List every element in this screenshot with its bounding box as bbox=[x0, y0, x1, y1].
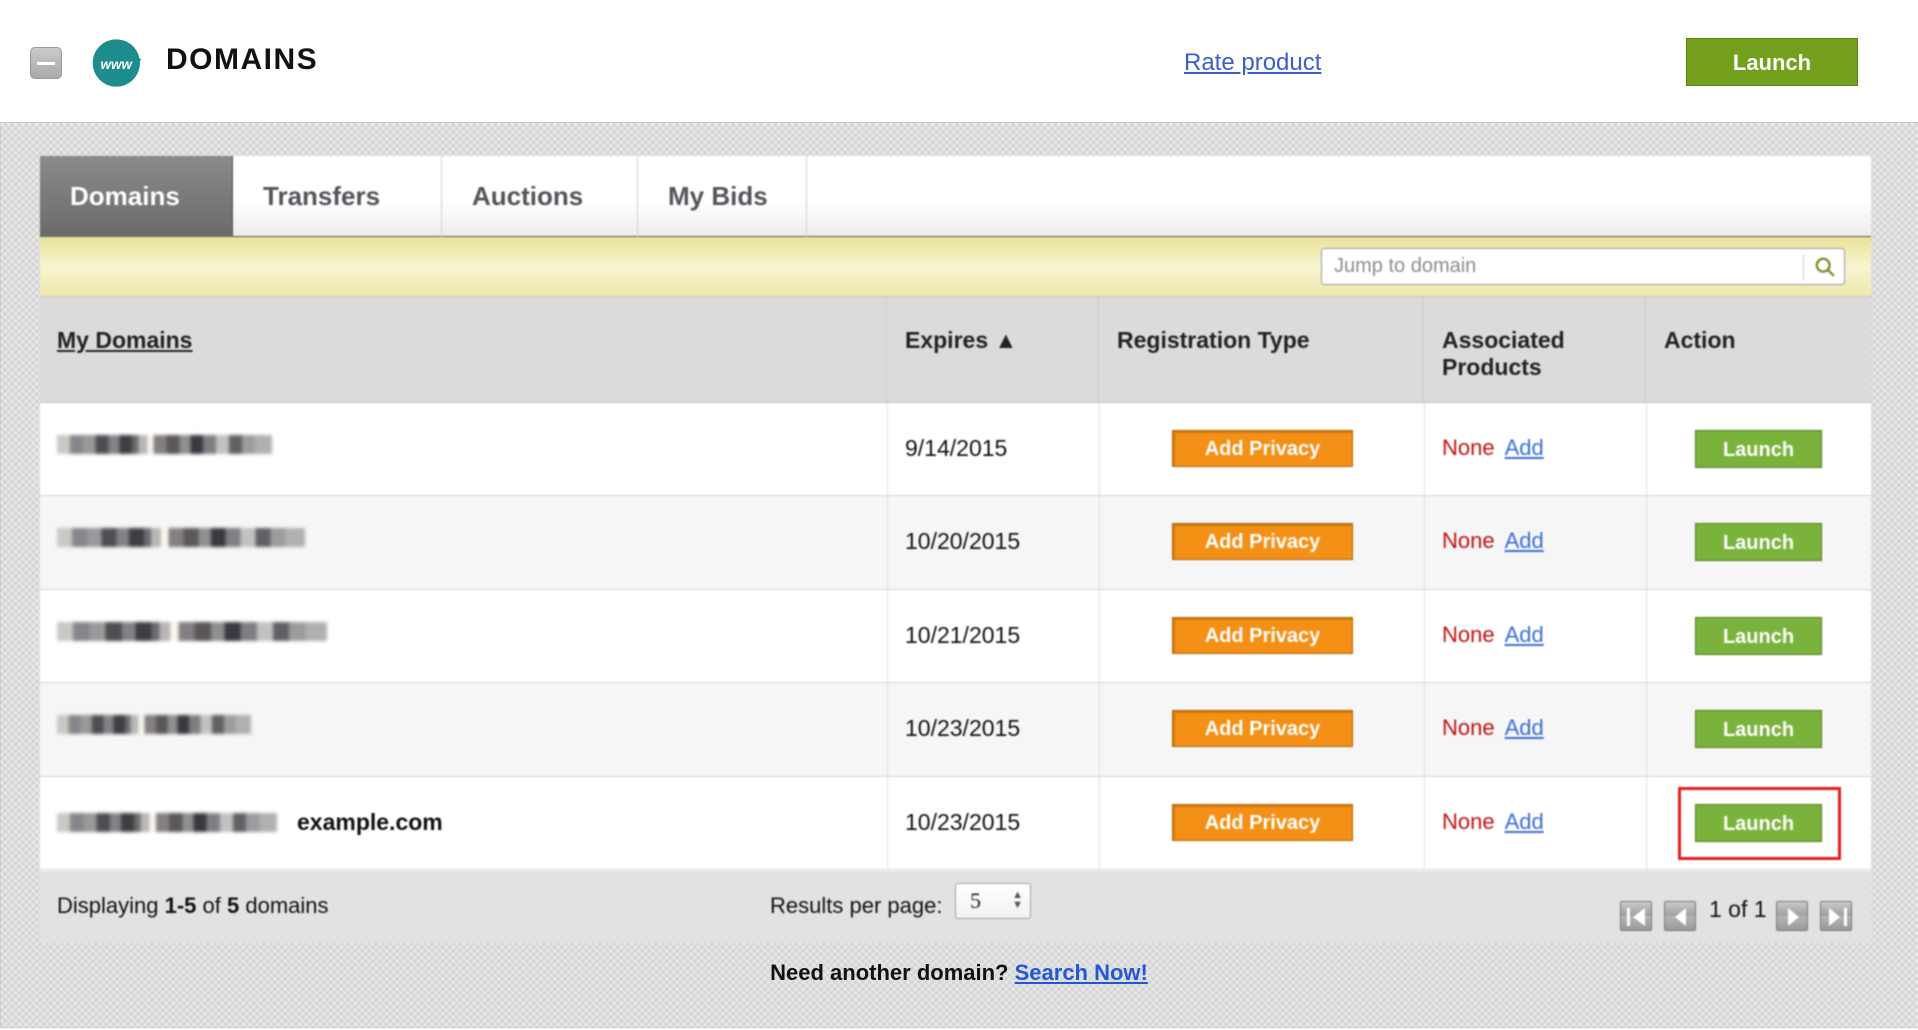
svg-text:www: www bbox=[101, 57, 134, 72]
